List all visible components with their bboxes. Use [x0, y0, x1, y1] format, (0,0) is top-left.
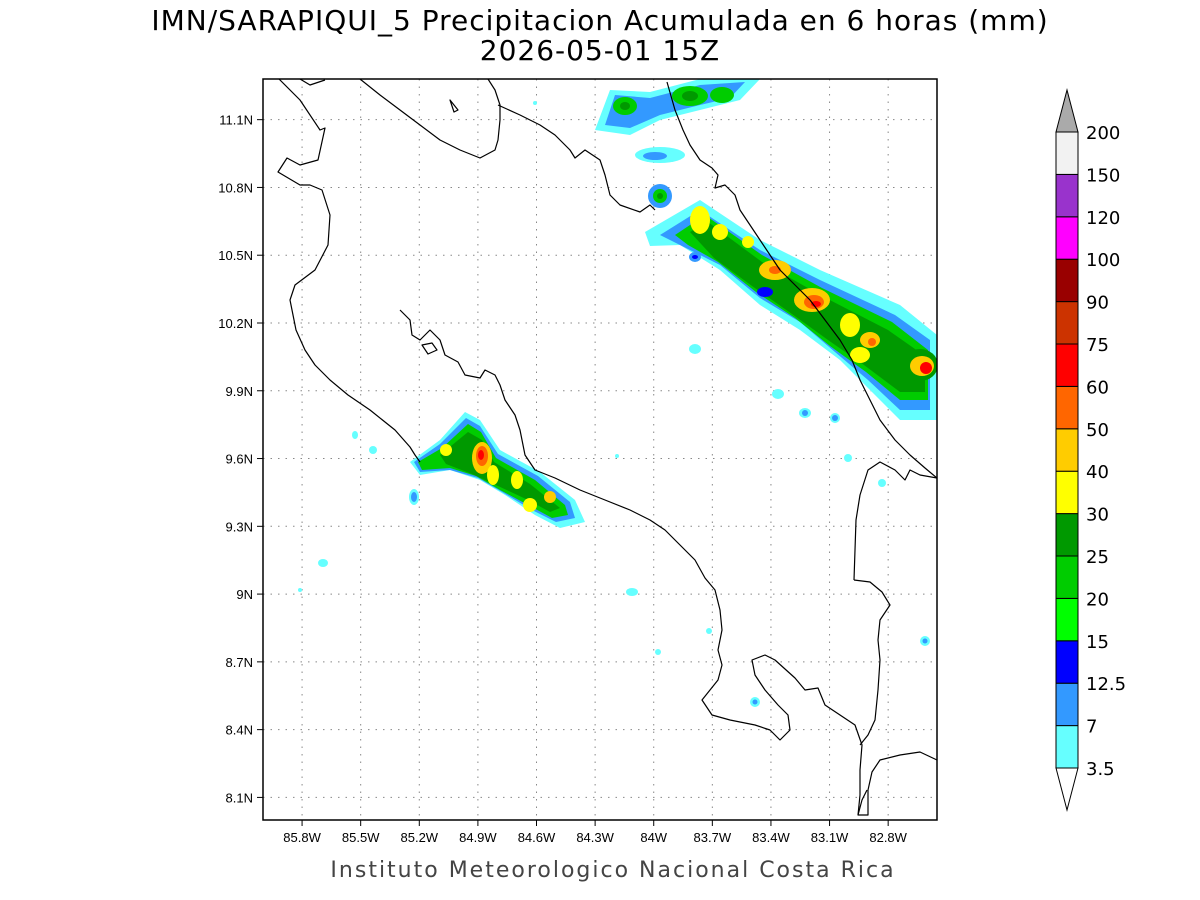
lat-tick-label-7: 9N [236, 587, 253, 602]
colorbar-label-3: 15 [1086, 632, 1109, 653]
colorbar-label-10: 75 [1086, 335, 1109, 356]
colorbar-label-8: 50 [1086, 420, 1109, 441]
colorbar: 3.5 7 12.5 15 20 25 30 40 50 60 75 90 100 120 150 200 [1055, 88, 1126, 812]
lon-tick-label-6: 84W [640, 830, 667, 845]
colorbar-label-12: 100 [1086, 250, 1120, 271]
colorbar-upper-arrow [1055, 88, 1079, 133]
precip-cluster-north [595, 79, 760, 208]
colorbar-box-13 [1055, 173, 1079, 218]
colorbar-box-0 [1055, 725, 1079, 769]
colorbar-box-11 [1055, 258, 1079, 303]
colorbar-label-13: 120 [1086, 208, 1120, 229]
lat-tick-label-4: 9.9N [226, 384, 253, 399]
colorbar-label-14: 150 [1086, 165, 1120, 186]
colorbar-box-8 [1055, 385, 1079, 430]
colorbar-label-11: 90 [1086, 293, 1109, 314]
lat-tick-label-2: 10.5N [218, 248, 253, 263]
colorbar-label-4: 20 [1086, 589, 1109, 610]
lat-tick-label-9: 8.4N [226, 723, 253, 738]
lat-tick-label-3: 10.2N [218, 316, 253, 331]
colorbar-label-0: 3.5 [1086, 759, 1115, 780]
colorbar-label-6: 30 [1086, 505, 1109, 526]
map-title-line2: 2026-05-01 15Z [480, 34, 720, 67]
lon-tick-label-5: 84.3W [576, 830, 614, 845]
lon-tick-label-3: 84.9W [459, 830, 497, 845]
lat-tick-label-8: 8.7N [226, 655, 253, 670]
map-title-line1: IMN/SARAPIQUI_5 Precipitacion Acumulada … [151, 4, 1048, 37]
lon-tick-label-4: 84.6W [518, 830, 556, 845]
colorbar-label-1: 7 [1086, 717, 1097, 738]
lon-tick-label-8: 83.4W [752, 830, 790, 845]
precip-scattered-cells [298, 101, 930, 707]
lon-tick-label-1: 85.5W [342, 830, 380, 845]
lon-tick-label-10: 82.8W [869, 830, 907, 845]
lon-tick-label-7: 83.7W [694, 830, 732, 845]
colorbar-label-9: 60 [1086, 377, 1109, 398]
lat-tick-label-5: 9.6N [226, 452, 253, 467]
colorbar-box-4 [1055, 555, 1079, 599]
colorbar-label-5: 25 [1086, 547, 1109, 568]
colorbar-box-14 [1055, 131, 1079, 175]
precipitation-field [277, 79, 937, 816]
lat-tick-label-1: 10.8N [218, 180, 253, 195]
colorbar-label-15: 200 [1086, 123, 1120, 144]
colorbar-lower-arrow [1055, 767, 1079, 812]
precip-band-northeast [645, 200, 937, 420]
lat-tick-label-10: 8.1N [226, 790, 253, 805]
colorbar-box-9 [1055, 343, 1079, 387]
coastlines-borders [277, 79, 937, 816]
colorbar-box-10 [1055, 301, 1079, 345]
lon-tick-label-9: 83.1W [811, 830, 849, 845]
colorbar-box-7 [1055, 428, 1079, 472]
colorbar-box-12 [1055, 216, 1079, 260]
colorbar-box-6 [1055, 470, 1079, 515]
precip-band-central-pacific [410, 412, 585, 528]
colorbar-box-5 [1055, 513, 1079, 557]
lat-tick-label-0: 11.1N [219, 113, 253, 128]
lon-tick-label-0: 85.8W [283, 830, 321, 845]
colorbar-box-1 [1055, 682, 1079, 727]
colorbar-label-2: 12.5 [1086, 674, 1126, 695]
map-border [262, 78, 938, 821]
lat-tick-label-6: 9.3N [226, 519, 253, 534]
credit-text: Instituto Meteorologico Nacional Costa R… [330, 858, 895, 883]
lon-tick-label-2: 85.2W [401, 830, 439, 845]
colorbar-box-2 [1055, 640, 1079, 684]
map-panel [263, 79, 937, 820]
longitude-axis: 85.8W 85.5W 85.2W 84.9W 84.6W 84.3W 84W 83.7W 83… [283, 820, 908, 845]
colorbar-box-3 [1055, 597, 1079, 642]
colorbar-label-7: 40 [1086, 462, 1109, 483]
latitude-axis: 11.1N 10.8N 10.5N 10.2N 9.9N 9.6N 9.3N 9N 8.7N 8.… [218, 113, 263, 805]
